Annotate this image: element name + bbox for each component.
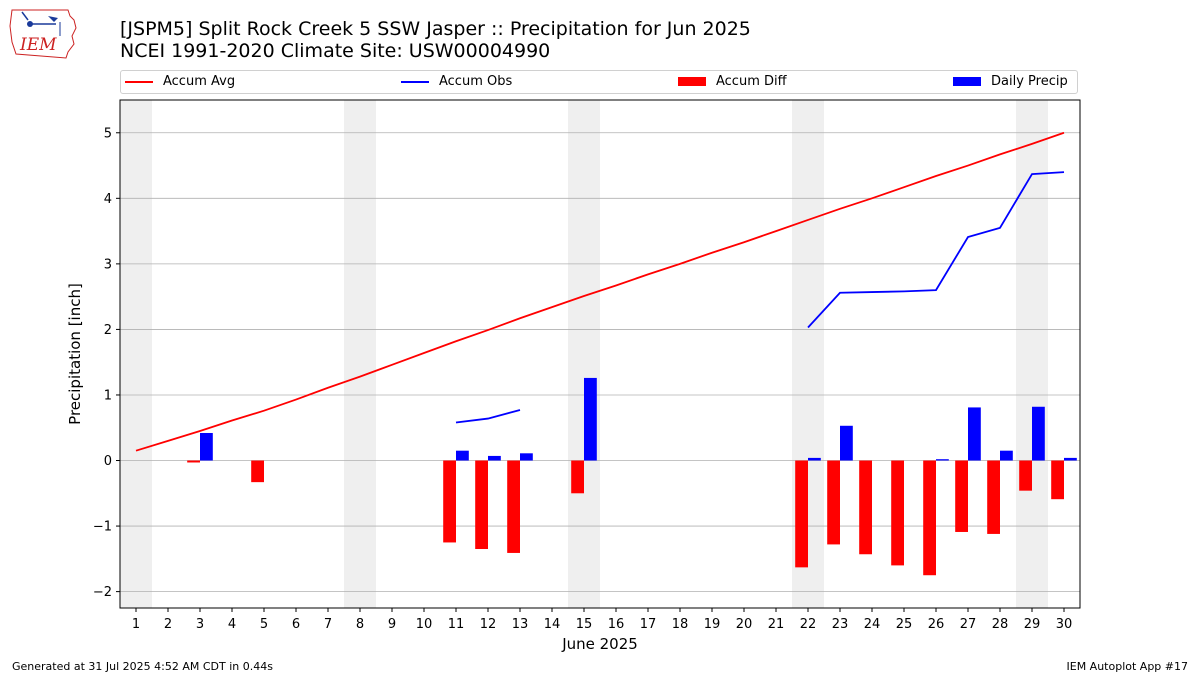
- daily-precip-bar: [456, 450, 469, 461]
- legend: Accum Avg Accum Obs Accum Diff Daily Pre…: [120, 70, 1078, 94]
- weekend-band: [1016, 100, 1048, 608]
- x-tick-label: 28: [992, 617, 1009, 632]
- daily-precip-bar: [1064, 457, 1077, 461]
- x-tick-label: 8: [356, 617, 364, 632]
- x-tick-label: 26: [928, 617, 945, 632]
- legend-item-daily-precip: Daily Precip: [953, 74, 1068, 89]
- legend-swatch-daily-precip: [953, 77, 981, 86]
- accum-diff-bar: [827, 460, 840, 545]
- title-line-1: [JSPM5] Split Rock Creek 5 SSW Jasper ::…: [120, 18, 751, 40]
- legend-swatch-accum-obs: [401, 80, 429, 83]
- x-tick-label: 9: [388, 617, 396, 632]
- y-tick-label: 3: [104, 257, 112, 272]
- x-tick-label: 22: [800, 617, 817, 632]
- x-tick-label: 20: [736, 617, 753, 632]
- iem-logo: IEM: [8, 6, 80, 60]
- x-axis-label: June 2025: [561, 635, 638, 653]
- legend-item-accum-obs: Accum Obs: [401, 74, 512, 89]
- iowa-map-icon: IEM: [9, 9, 77, 59]
- logo-text: IEM: [19, 35, 57, 55]
- accum-diff-bar: [1051, 460, 1064, 500]
- x-tick-label: 3: [196, 617, 204, 632]
- x-tick-label: 29: [1024, 617, 1041, 632]
- title-line-2: NCEI 1991-2020 Climate Site: USW00004990: [120, 40, 551, 62]
- legend-item-accum-diff: Accum Diff: [678, 74, 787, 89]
- accum-diff-bar: [859, 460, 872, 555]
- x-tick-label: 7: [324, 617, 332, 632]
- x-tick-label: 5: [260, 617, 268, 632]
- y-tick-label: 0: [104, 454, 112, 469]
- x-tick-label: 4: [228, 617, 236, 632]
- weekend-band: [568, 100, 600, 608]
- daily-precip-bar: [968, 407, 981, 461]
- x-tick-label: 13: [512, 617, 529, 632]
- x-tick-label: 24: [864, 617, 881, 632]
- daily-precip-bar: [488, 455, 501, 461]
- accum-diff-bar: [1019, 460, 1032, 491]
- x-tick-label: 10: [416, 617, 433, 632]
- x-tick-label: 30: [1056, 617, 1073, 632]
- daily-precip-bar: [1000, 450, 1013, 461]
- x-tick-label: 23: [832, 617, 849, 632]
- chart-title: [JSPM5] Split Rock Creek 5 SSW Jasper ::…: [120, 18, 751, 62]
- y-tick-label: 5: [104, 126, 112, 141]
- x-tick-label: 21: [768, 617, 785, 632]
- legend-item-accum-avg: Accum Avg: [125, 74, 235, 89]
- y-tick-label: −1: [93, 520, 112, 535]
- x-tick-label: 1: [132, 617, 140, 632]
- y-axis-label: Precipitation [inch]: [66, 283, 84, 425]
- daily-precip-bar: [200, 432, 213, 461]
- weekend-band: [344, 100, 376, 608]
- legend-swatch-accum-diff: [678, 77, 706, 86]
- x-tick-label: 16: [608, 617, 625, 632]
- x-tick-label: 17: [640, 617, 657, 632]
- legend-label-daily-precip: Daily Precip: [991, 74, 1068, 89]
- accum-diff-bar: [251, 460, 264, 483]
- footer-generated: Generated at 31 Jul 2025 4:52 AM CDT in …: [12, 660, 273, 673]
- legend-label-accum-avg: Accum Avg: [163, 74, 236, 89]
- accum-diff-bar: [443, 460, 456, 543]
- legend-label-accum-diff: Accum Diff: [716, 74, 787, 89]
- plot-frame: [119, 99, 1081, 609]
- accum-diff-bar: [187, 460, 200, 463]
- accum-diff-bar: [795, 460, 808, 568]
- daily-precip-bar: [936, 459, 949, 461]
- x-tick-label: 25: [896, 617, 913, 632]
- daily-precip-bar: [1032, 406, 1045, 461]
- x-tick-label: 11: [448, 617, 465, 632]
- x-tick-label: 18: [672, 617, 689, 632]
- accum-diff-bar: [923, 460, 936, 576]
- y-tick-label: 2: [104, 323, 112, 338]
- y-tick-label: 4: [104, 192, 112, 207]
- accum-obs-line: [455, 409, 521, 424]
- x-tick-label: 15: [576, 617, 593, 632]
- daily-precip-bar: [840, 425, 853, 461]
- legend-label-accum-obs: Accum Obs: [439, 74, 513, 89]
- accum-diff-bar: [955, 460, 968, 532]
- accum-diff-bar: [987, 460, 1000, 534]
- accum-diff-bar: [891, 460, 904, 566]
- daily-precip-bar: [808, 457, 821, 461]
- y-tick-label: −2: [93, 585, 112, 600]
- accum-diff-bar: [571, 460, 584, 494]
- daily-precip-bar: [520, 453, 533, 461]
- weekend-band: [120, 100, 152, 608]
- accum-diff-bar: [475, 460, 488, 550]
- x-tick-label: 14: [544, 617, 561, 632]
- x-tick-label: 12: [480, 617, 497, 632]
- x-tick-label: 19: [704, 617, 721, 632]
- daily-precip-bar: [584, 377, 597, 461]
- footer-app: IEM Autoplot App #17: [1066, 660, 1189, 673]
- accum-obs-line: [807, 171, 1065, 329]
- y-tick-label: 1: [104, 388, 112, 403]
- x-tick-label: 6: [292, 617, 300, 632]
- legend-swatch-accum-avg: [125, 80, 153, 83]
- accum-avg-line: [135, 131, 1065, 452]
- x-tick-label: 2: [164, 617, 172, 632]
- plot-area: [120, 100, 1080, 608]
- accum-diff-bar: [507, 460, 520, 553]
- x-tick-label: 27: [960, 617, 977, 632]
